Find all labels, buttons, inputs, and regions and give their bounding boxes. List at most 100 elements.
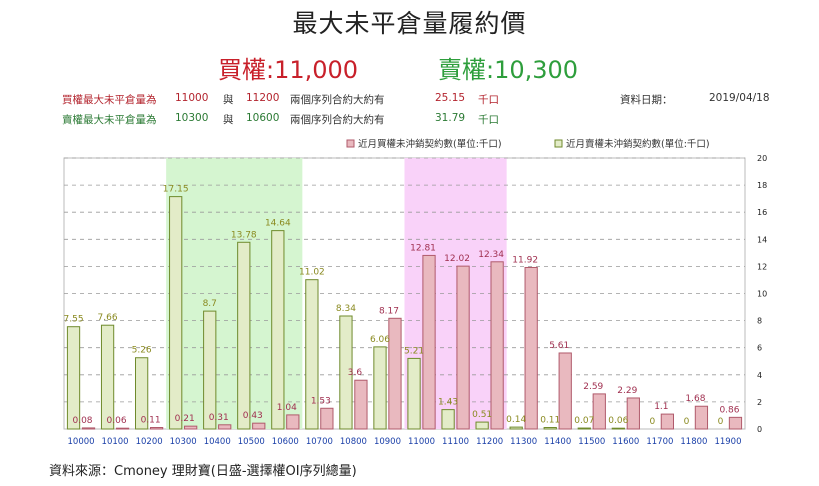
y-tick-label: 2: [757, 398, 762, 407]
call-value-label: 0.31: [209, 413, 229, 423]
call-bar: [558, 352, 572, 430]
put-bar: [543, 427, 557, 430]
call-bar: [354, 379, 368, 430]
legend-put-swatch: [554, 139, 563, 148]
x-tick-label: 11100: [442, 437, 469, 447]
x-tick-label: 11200: [476, 437, 503, 447]
put-value-label: 0: [684, 417, 690, 427]
put-info-conj: 與: [223, 114, 234, 126]
y-tick-label: 8: [757, 317, 762, 326]
put-value-label: 7.55: [64, 315, 84, 325]
call-value-label: 5.61: [549, 341, 569, 351]
call-bar: [320, 407, 334, 430]
legend-put-label: 近月賣權未沖銷契約數(單位:千口): [566, 138, 710, 150]
put-bar: [237, 241, 251, 430]
put-value-label: 13.78: [231, 230, 257, 240]
call-value-label: 0.11: [141, 416, 161, 426]
call-value-label: 2.29: [617, 386, 637, 396]
y-tick-label: 18: [757, 181, 767, 190]
legend-call-swatch: [346, 139, 355, 148]
call-bar: [422, 254, 436, 430]
put-value-label: 5.21: [404, 346, 424, 356]
legend-call-label: 近月買權未沖銷契約數(單位:千口): [358, 138, 502, 150]
x-tick-label: 10600: [272, 437, 299, 447]
call-bar: [184, 425, 198, 430]
y-tick-label: 4: [757, 371, 762, 380]
put-info-value: 31.79: [435, 112, 466, 124]
x-tick-label: 11800: [680, 437, 707, 447]
call-value-label: 0.86: [719, 405, 739, 415]
call-bar: [660, 413, 674, 430]
put-value-label: 17.15: [163, 185, 189, 195]
put-value-label: 5.26: [132, 346, 152, 356]
call-bar: [524, 266, 538, 430]
x-tick-label: 10000: [68, 437, 95, 447]
call-info-value: 25.15: [435, 92, 466, 104]
call-info-conj: 與: [223, 94, 234, 106]
x-tick-label: 10500: [238, 437, 265, 447]
put-value-label: 1.43: [438, 398, 458, 408]
call-value-label: 8.17: [379, 306, 399, 316]
x-tick-label: 10100: [102, 437, 129, 447]
x-tick-label: 10700: [306, 437, 333, 447]
put-info-prefix: 賣權最大未平倉量為: [62, 114, 157, 126]
call-value-label: 2.59: [583, 382, 603, 392]
put-value-label: 0.51: [472, 410, 492, 420]
call-value-label: 12.81: [410, 243, 436, 253]
call-bar: [115, 427, 130, 430]
put-bar: [66, 326, 81, 430]
call-value-label: 3.6: [348, 368, 363, 378]
x-tick-label: 10200: [136, 437, 163, 447]
put-bar: [509, 426, 523, 430]
put-bar: [169, 196, 183, 430]
x-tick-label: 11900: [714, 437, 741, 447]
call-value-label: 12.34: [478, 250, 504, 260]
put-bar: [203, 310, 217, 430]
call-bar: [252, 422, 266, 430]
put-bar: [339, 315, 353, 430]
call-value-label: 1.53: [311, 396, 331, 406]
call-value-label: 1.68: [685, 394, 705, 404]
put-bar: [100, 324, 115, 430]
x-tick-label: 11500: [578, 437, 605, 447]
call-bar: [694, 405, 709, 430]
x-tick-label: 10400: [204, 437, 231, 447]
y-tick-label: 14: [757, 235, 767, 244]
y-tick-label: 0: [757, 425, 762, 434]
call-bar: [218, 424, 232, 430]
call-info-mid: 兩個序列合約大約有: [290, 94, 385, 106]
put-value-label: 7.66: [98, 313, 118, 323]
call-value-label: 0.08: [72, 416, 92, 426]
put-bar: [407, 357, 421, 430]
y-tick-label: 10: [757, 290, 767, 299]
y-tick-label: 16: [757, 208, 767, 217]
x-tick-label: 11600: [612, 437, 639, 447]
call-bar: [728, 416, 743, 430]
put-info-strike1: 10300: [175, 112, 209, 124]
put-bar: [305, 279, 319, 430]
call-bar: [388, 317, 402, 430]
put-value-label: 0.07: [574, 416, 594, 426]
call-value-label: 11.92: [512, 255, 538, 265]
x-tick-label: 10300: [170, 437, 197, 447]
put-value-label: 0.11: [540, 416, 560, 426]
x-tick-label: 10800: [340, 437, 367, 447]
call-info-unit: 千口: [478, 94, 499, 106]
put-bar: [577, 427, 591, 430]
put-bar: [611, 427, 625, 430]
put-value-label: 8.7: [203, 299, 217, 309]
put-value-label: 14.64: [265, 219, 291, 229]
put-info-strike2: 10600: [246, 112, 280, 124]
call-info-strike2: 11200: [246, 92, 280, 104]
put-bar: [373, 346, 387, 430]
call-max-oi-subtitle: 買權:11,000: [218, 56, 359, 84]
call-value-label: 1.04: [277, 403, 297, 413]
x-tick-label: 11000: [408, 437, 435, 447]
put-value-label: 11.02: [299, 268, 325, 278]
date-label: 資料日期：: [620, 94, 673, 106]
call-bar: [490, 261, 504, 430]
put-value-label: 8.34: [336, 304, 356, 314]
call-bar: [592, 393, 606, 430]
call-bar: [149, 427, 164, 430]
